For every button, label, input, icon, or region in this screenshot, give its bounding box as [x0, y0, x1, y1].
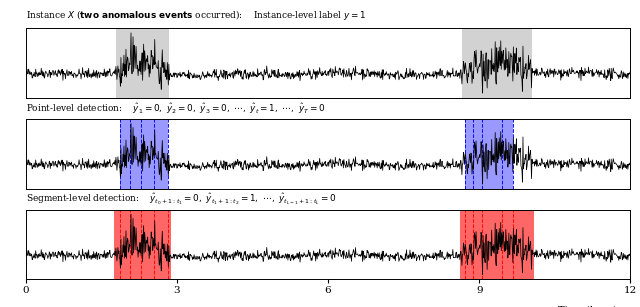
- Text: Point-level detection:    $\hat{y}_1 = 0,\ \hat{y}_2 = 0,\ \hat{y}_3 = 0,\ \cdot: Point-level detection: $\hat{y}_1 = 0,\ …: [26, 101, 325, 116]
- Bar: [114, 210, 171, 279]
- Text: Time (hour): Time (hour): [558, 306, 617, 307]
- Text: Segment-level detection:    $\hat{y}_{t_0+1:t_1} = 0,\ \hat{y}_{t_1+1:t_2} = 1,\: Segment-level detection: $\hat{y}_{t_0+1…: [26, 192, 336, 207]
- Bar: [465, 119, 513, 188]
- Bar: [460, 210, 534, 279]
- Text: Instance $X$ ($\bf{two\ anomalous\ events}$ occurred):    Instance-level label $: Instance $X$ ($\bf{two\ anomalous\ event…: [26, 8, 366, 22]
- Bar: [461, 28, 532, 98]
- Bar: [116, 28, 169, 98]
- Bar: [120, 119, 168, 188]
